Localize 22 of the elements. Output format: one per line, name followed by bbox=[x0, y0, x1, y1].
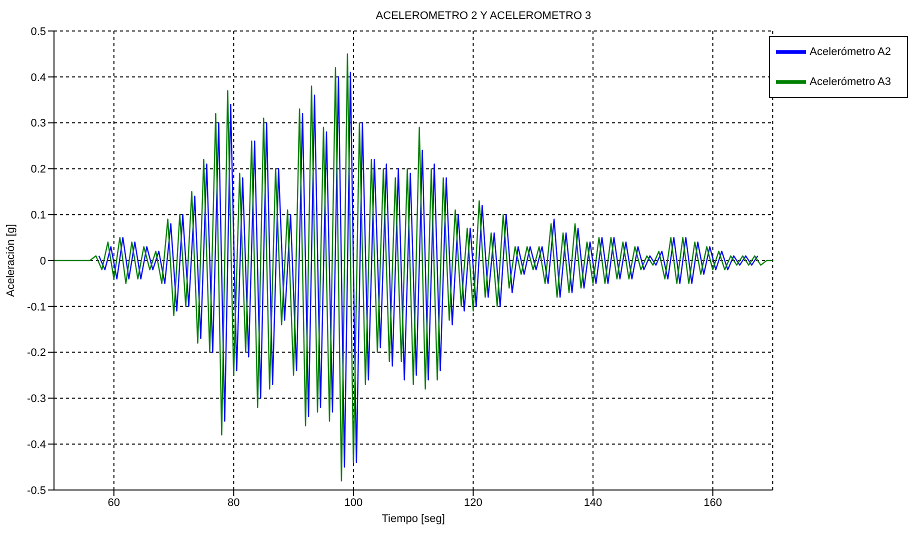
x-tick-label: 100 bbox=[344, 496, 363, 509]
y-tick-label: -0.1 bbox=[27, 301, 46, 314]
y-tick-label: 0.2 bbox=[30, 164, 46, 176]
y-tick-label: 0.1 bbox=[30, 210, 46, 222]
legend-label: Acelerómetro A2 bbox=[810, 46, 891, 58]
y-tick-label: 0.5 bbox=[30, 26, 46, 38]
x-tick-label: 60 bbox=[108, 496, 120, 509]
y-tick-label: 0 bbox=[40, 255, 46, 268]
x-tick-label: 80 bbox=[228, 496, 240, 509]
y-tick-label: 0.3 bbox=[30, 118, 46, 130]
y-tick-label: -0.4 bbox=[27, 439, 46, 452]
x-tick-label: 160 bbox=[704, 496, 722, 509]
y-tick-label: 0.4 bbox=[30, 72, 46, 84]
y-tick-label: -0.5 bbox=[27, 484, 46, 497]
chart-title: ACELEROMETRO 2 Y ACELEROMETRO 3 bbox=[374, 10, 592, 22]
x-tick-label: 140 bbox=[584, 496, 602, 509]
x-axis-title: Tiempo [seg] bbox=[382, 513, 445, 525]
legend-label: Acelerómetro A3 bbox=[810, 76, 891, 88]
y-tick-label: -0.2 bbox=[27, 347, 46, 360]
y-axis-title: Aceleración [g] bbox=[4, 224, 17, 297]
y-tick-label: -0.3 bbox=[27, 393, 46, 406]
x-tick-label: 120 bbox=[464, 496, 482, 509]
